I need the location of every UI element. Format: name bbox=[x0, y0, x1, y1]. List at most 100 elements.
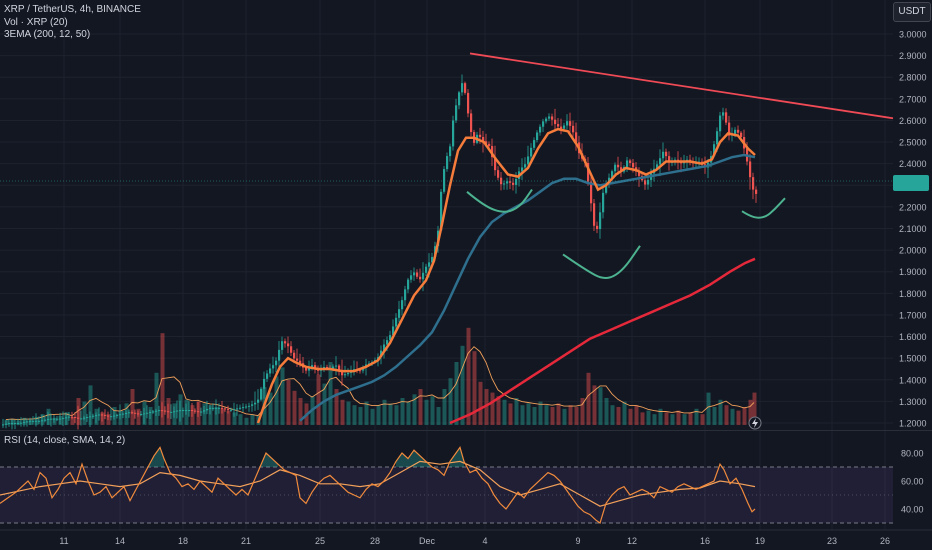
candle-44 bbox=[134, 409, 137, 419]
candle-56 bbox=[170, 404, 173, 420]
candle-251 bbox=[755, 186, 758, 203]
candle-30 bbox=[92, 413, 95, 420]
ema-legend[interactable]: 3EMA (200, 12, 50) bbox=[4, 29, 91, 40]
volume-legend[interactable]: Vol · XRP (20) bbox=[4, 17, 68, 28]
price-axis[interactable]: 3.0000 2.9000 2.8000 2.7000 2.6000 2.5000 2.40… bbox=[899, 30, 927, 429]
candle-190 bbox=[572, 120, 575, 138]
time-tick-4: 25 bbox=[315, 536, 325, 546]
candle-52 bbox=[158, 405, 161, 416]
candle-155 bbox=[467, 89, 470, 118]
volume-bar-13 bbox=[82, 401, 87, 425]
volume-bar-61 bbox=[370, 408, 375, 425]
volume-bar-97 bbox=[586, 372, 591, 425]
candle-11 bbox=[35, 413, 38, 427]
price-tick-1: 2.9000 bbox=[899, 51, 927, 61]
volume-bar-64 bbox=[388, 403, 393, 425]
candle-199 bbox=[599, 202, 602, 239]
volume-bar-102 bbox=[616, 407, 621, 425]
rsi-ma-line bbox=[0, 460, 756, 507]
candle-150 bbox=[452, 115, 455, 151]
volume-bar-4 bbox=[28, 419, 33, 425]
volume-bar-48 bbox=[292, 390, 297, 425]
candle-36 bbox=[110, 407, 113, 421]
pattern-arc-2[interactable] bbox=[741, 197, 786, 219]
volume-bar-45 bbox=[274, 376, 279, 425]
descending-trendline[interactable] bbox=[469, 52, 894, 120]
candle-206 bbox=[620, 161, 623, 177]
head-and-shoulders-arcs[interactable] bbox=[466, 189, 786, 279]
time-axis[interactable]: 11 14 18 21 25 28 Dec 4 9 12 16 19 23 26 bbox=[0, 529, 932, 546]
candle-1 bbox=[5, 420, 8, 429]
candle-53 bbox=[161, 402, 164, 418]
candle-38 bbox=[116, 413, 119, 419]
candle-200 bbox=[602, 187, 605, 219]
volume-bar-74 bbox=[448, 378, 453, 425]
candle-18 bbox=[56, 415, 59, 422]
candle-181 bbox=[545, 116, 548, 124]
volume-bar-96 bbox=[580, 398, 585, 425]
ema-12-line bbox=[256, 127, 756, 424]
current-price-label bbox=[893, 175, 929, 191]
volume-bar-71 bbox=[430, 396, 435, 425]
volume-bar-67 bbox=[406, 401, 411, 425]
candle-59 bbox=[179, 400, 182, 422]
volume-bar-10 bbox=[64, 412, 69, 425]
candle-25 bbox=[77, 405, 80, 430]
volume-bar-79 bbox=[478, 381, 483, 425]
candle-132 bbox=[398, 300, 401, 323]
pattern-arc-1[interactable] bbox=[562, 245, 641, 279]
price-tick-4: 2.6000 bbox=[899, 116, 927, 126]
time-tick-7: 4 bbox=[482, 536, 487, 546]
price-tick-0: 3.0000 bbox=[899, 30, 927, 40]
candle-176 bbox=[530, 143, 533, 161]
volume-bar-19 bbox=[118, 410, 123, 425]
candle-87 bbox=[263, 371, 266, 399]
symbol-legend[interactable]: XRP / TetherUS, 4h, BINANCE bbox=[4, 4, 141, 15]
candle-31 bbox=[95, 412, 98, 424]
candle-127 bbox=[383, 339, 386, 359]
pattern-arc-0[interactable] bbox=[466, 189, 533, 213]
currency-button[interactable]: USDT bbox=[893, 2, 931, 22]
candle-16 bbox=[50, 413, 53, 427]
candle-93 bbox=[281, 336, 284, 355]
volume-bar-9 bbox=[58, 416, 63, 425]
price-tick-14: 1.6000 bbox=[899, 332, 927, 342]
candle-177 bbox=[533, 137, 536, 151]
volume-bar-116 bbox=[700, 414, 705, 425]
rsi-legend[interactable]: RSI (14, close, SMA, 14, 2) bbox=[4, 435, 126, 446]
volume-bar-115 bbox=[694, 408, 699, 425]
candle-140 bbox=[422, 262, 425, 292]
volume-bar-2 bbox=[16, 420, 21, 425]
candle-131 bbox=[395, 313, 398, 331]
candle-201 bbox=[605, 180, 608, 195]
volume-bar-109 bbox=[658, 408, 663, 425]
volume-bar-80 bbox=[484, 389, 489, 425]
time-tick-11: 19 bbox=[755, 536, 765, 546]
candle-164 bbox=[494, 145, 497, 176]
candle-179 bbox=[539, 124, 542, 136]
volume-bar-14 bbox=[88, 385, 93, 425]
rsi-overbought-fill-0 bbox=[148, 447, 164, 467]
volume-bar-59 bbox=[358, 407, 363, 425]
volume-bar-113 bbox=[682, 414, 687, 425]
volume-bar-92 bbox=[556, 403, 561, 425]
candle-63 bbox=[191, 403, 194, 417]
candle-73 bbox=[221, 401, 224, 414]
candle-152 bbox=[458, 90, 461, 110]
volume-bar-91 bbox=[550, 407, 555, 425]
candle-95 bbox=[287, 336, 290, 354]
candle-61 bbox=[185, 403, 188, 415]
lightning-icon[interactable] bbox=[748, 416, 762, 430]
candle-19 bbox=[59, 412, 62, 425]
candle-80 bbox=[242, 403, 245, 413]
time-tick-13: 26 bbox=[880, 536, 890, 546]
candle-23 bbox=[71, 411, 74, 420]
candle-188 bbox=[566, 114, 569, 130]
time-tick-6: Dec bbox=[419, 536, 436, 546]
volume-bar-47 bbox=[286, 380, 291, 425]
candle-189 bbox=[569, 112, 572, 136]
rsi-axis[interactable]: 80.00 60.00 40.00 bbox=[901, 449, 924, 515]
candle-141 bbox=[425, 263, 428, 277]
candle-170 bbox=[512, 178, 515, 191]
